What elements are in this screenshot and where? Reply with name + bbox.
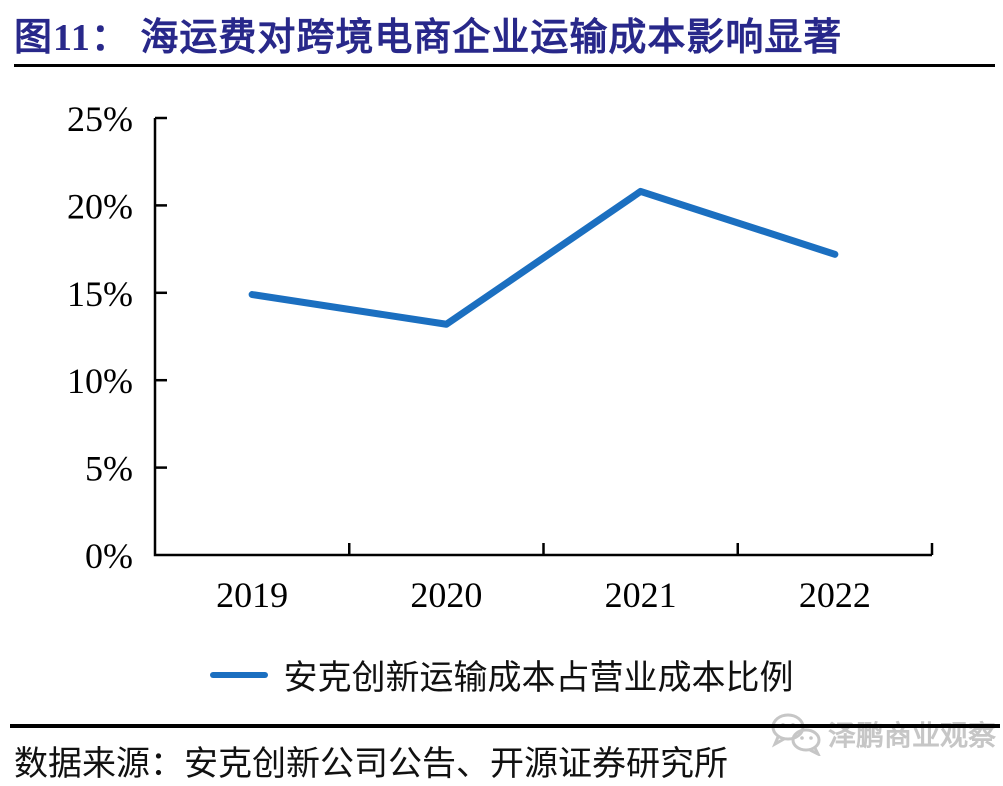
- watermark-label: 泽鹏商业观察: [828, 721, 997, 752]
- y-tick-label: 10%: [67, 361, 133, 401]
- wechat-icon: [771, 713, 821, 756]
- data-line: [248, 187, 839, 328]
- source-note: 数据来源：安克创新公司公告、开源证券研究所: [14, 746, 728, 783]
- x-tick-label: 2020: [410, 575, 482, 615]
- axes: [153, 118, 932, 557]
- x-tick-label: 2019: [216, 575, 288, 615]
- x-tick-label: 2022: [799, 575, 871, 615]
- legend: 安克创新运输成本占营业成本比例: [0, 650, 1003, 699]
- y-tick-label: 25%: [67, 99, 133, 139]
- figure-title: 图11： 海运费对跨境电商企业运输成本影响显著: [14, 17, 843, 59]
- y-tick-label: 15%: [67, 274, 133, 314]
- y-tick-label: 5%: [85, 449, 133, 489]
- legend-label: 安克创新运输成本占营业成本比例: [283, 660, 794, 697]
- x-tick-label: 2021: [605, 575, 677, 615]
- y-tick-label: 20%: [67, 186, 133, 226]
- bottom-rule: [10, 724, 1000, 728]
- watermark: 泽鹏商业观察: [770, 712, 996, 756]
- y-tick-label: 0%: [85, 536, 133, 576]
- title-rule: [14, 64, 995, 67]
- legend-line-swatch: [209, 671, 268, 678]
